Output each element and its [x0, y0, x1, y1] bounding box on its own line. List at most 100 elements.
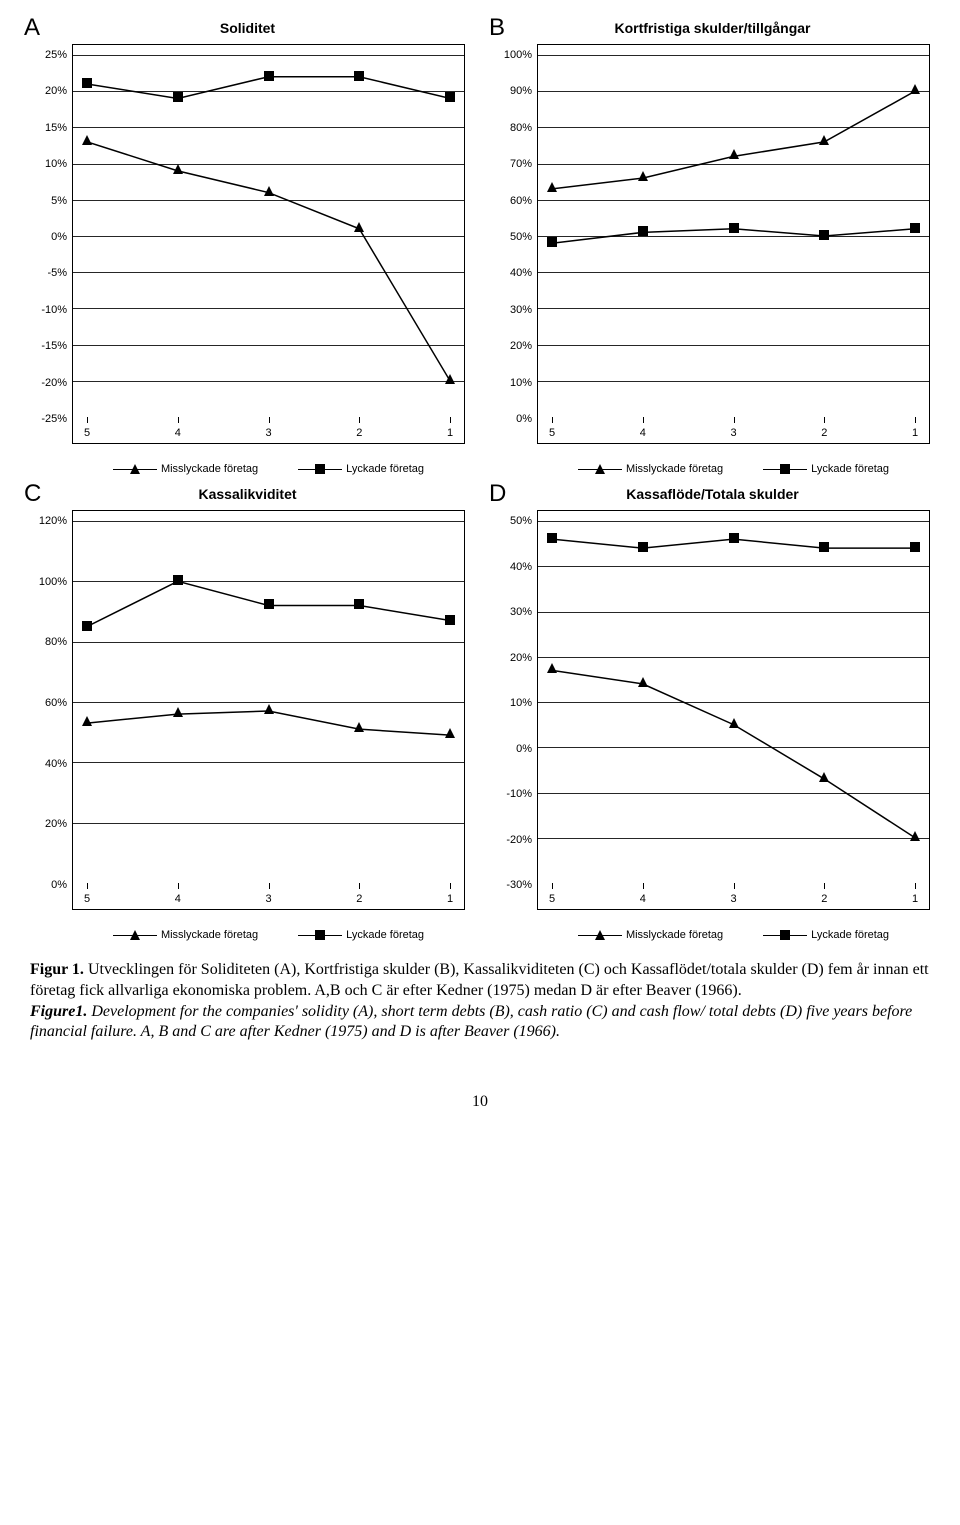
triangle-marker-icon	[594, 929, 606, 941]
triangle-marker-icon	[172, 162, 184, 180]
x-tick-label: 2	[356, 427, 362, 439]
y-tick-label: 20%	[45, 818, 73, 830]
square-marker-icon	[780, 464, 790, 474]
legend-swatch	[578, 928, 622, 942]
chart-svg	[87, 55, 450, 417]
legend-item-series2: Lyckade företag	[763, 928, 889, 942]
legend-item-series2: Lyckade företag	[763, 462, 889, 476]
x-tick-label: 2	[821, 427, 827, 439]
plot-area: 50%40%30%20%10%0%-10%-20%-30%54321	[537, 510, 930, 910]
panel-label: A	[24, 14, 40, 42]
y-tick-label: 100%	[39, 576, 73, 588]
x-tick-mark	[734, 417, 735, 423]
square-marker-icon	[729, 530, 739, 548]
panel-label: C	[24, 480, 41, 508]
chart-title: Kortfristiga skulder/tillgångar	[495, 20, 930, 36]
triangle-marker-icon	[353, 720, 365, 738]
x-tick-mark	[450, 883, 451, 889]
y-tick-label: 70%	[510, 158, 538, 170]
triangle-marker-icon	[81, 714, 93, 732]
y-tick-label: 20%	[510, 652, 538, 664]
y-tick-label: 80%	[510, 122, 538, 134]
x-tick-mark	[269, 883, 270, 889]
x-tick-mark	[87, 883, 88, 889]
x-tick-mark	[915, 883, 916, 889]
chart-legend: Misslyckade företagLyckade företag	[537, 928, 930, 942]
x-tick-label: 1	[447, 427, 453, 439]
x-tick-mark	[734, 883, 735, 889]
triangle-marker-icon	[909, 82, 921, 100]
square-marker-icon	[354, 68, 364, 86]
y-tick-label: -25%	[41, 413, 73, 425]
legend-item-series1: Misslyckade företag	[113, 928, 258, 942]
caption-lead-en: Figure1.	[30, 1003, 87, 1020]
x-tick-label: 1	[447, 893, 453, 905]
caption-body-sv: Utvecklingen för Soliditeten (A), Kortfr…	[30, 961, 929, 999]
x-tick-label: 2	[821, 893, 827, 905]
square-marker-icon	[638, 223, 648, 241]
triangle-marker-icon	[818, 133, 830, 151]
legend-label: Lyckade företag	[346, 929, 424, 941]
y-tick-label: 5%	[51, 195, 73, 207]
panel-label: B	[489, 14, 505, 42]
figure-caption: Figur 1. Utvecklingen för Soliditeten (A…	[30, 960, 930, 1043]
page-number: 10	[30, 1093, 930, 1111]
legend-swatch	[763, 928, 807, 942]
panel-label: D	[489, 480, 506, 508]
triangle-marker-icon	[353, 220, 365, 238]
y-tick-label: 100%	[504, 49, 538, 61]
x-tick-mark	[824, 417, 825, 423]
y-tick-label: 50%	[510, 231, 538, 243]
chart-legend: Misslyckade företag Lyckade företag	[72, 928, 465, 942]
triangle-marker-icon	[129, 463, 141, 475]
y-tick-label: 30%	[510, 304, 538, 316]
legend-item-series2: Lyckade företag	[298, 462, 424, 476]
x-tick-mark	[643, 883, 644, 889]
square-marker-icon	[173, 89, 183, 107]
square-marker-icon	[173, 572, 183, 590]
y-tick-label: 40%	[45, 758, 73, 770]
chart-B: BKortfristiga skulder/tillgångar100%90%8…	[495, 20, 930, 476]
y-tick-label: -5%	[47, 267, 73, 279]
legend-item-series1: Misslyckade företag	[113, 462, 258, 476]
y-tick-label: 40%	[510, 561, 538, 573]
triangle-marker-icon	[444, 372, 456, 390]
y-tick-label: 50%	[510, 515, 538, 527]
chart-title: Soliditet	[30, 20, 465, 36]
legend-swatch	[763, 462, 807, 476]
triangle-marker-icon	[728, 716, 740, 734]
triangle-marker-icon	[263, 184, 275, 202]
square-marker-icon	[445, 612, 455, 630]
y-tick-label: 80%	[45, 636, 73, 648]
x-tick-mark	[87, 417, 88, 423]
triangle-marker-icon	[818, 770, 830, 788]
x-tick-label: 5	[84, 427, 90, 439]
y-tick-label: 120%	[39, 515, 73, 527]
x-tick-label: 5	[549, 427, 555, 439]
x-tick-label: 3	[730, 893, 736, 905]
triangle-marker-icon	[81, 133, 93, 151]
y-tick-label: 10%	[510, 377, 538, 389]
y-tick-label: -20%	[506, 834, 538, 846]
x-tick-label: 4	[640, 893, 646, 905]
y-tick-label: 0%	[516, 743, 538, 755]
x-tick-mark	[359, 883, 360, 889]
triangle-marker-icon	[546, 661, 558, 679]
chart-D: DKassaflöde/Totala skulder50%40%30%20%10…	[495, 486, 930, 942]
y-tick-label: 0%	[51, 231, 73, 243]
x-tick-label: 4	[175, 427, 181, 439]
y-tick-label: 40%	[510, 267, 538, 279]
square-marker-icon	[315, 464, 325, 474]
plot-inner: 54321	[552, 55, 915, 417]
chart-title: Kassaflöde/Totala skulder	[495, 486, 930, 502]
triangle-marker-icon	[637, 675, 649, 693]
x-tick-label: 1	[912, 893, 918, 905]
x-tick-label: 4	[175, 893, 181, 905]
x-tick-label: 5	[549, 893, 555, 905]
square-marker-icon	[445, 89, 455, 107]
square-marker-icon	[264, 68, 274, 86]
square-marker-icon	[264, 596, 274, 614]
plot-area: 120%100%80%60%40%20%0%54321	[72, 510, 465, 910]
legend-label: Misslyckade företag	[161, 929, 258, 941]
x-tick-label: 2	[356, 893, 362, 905]
